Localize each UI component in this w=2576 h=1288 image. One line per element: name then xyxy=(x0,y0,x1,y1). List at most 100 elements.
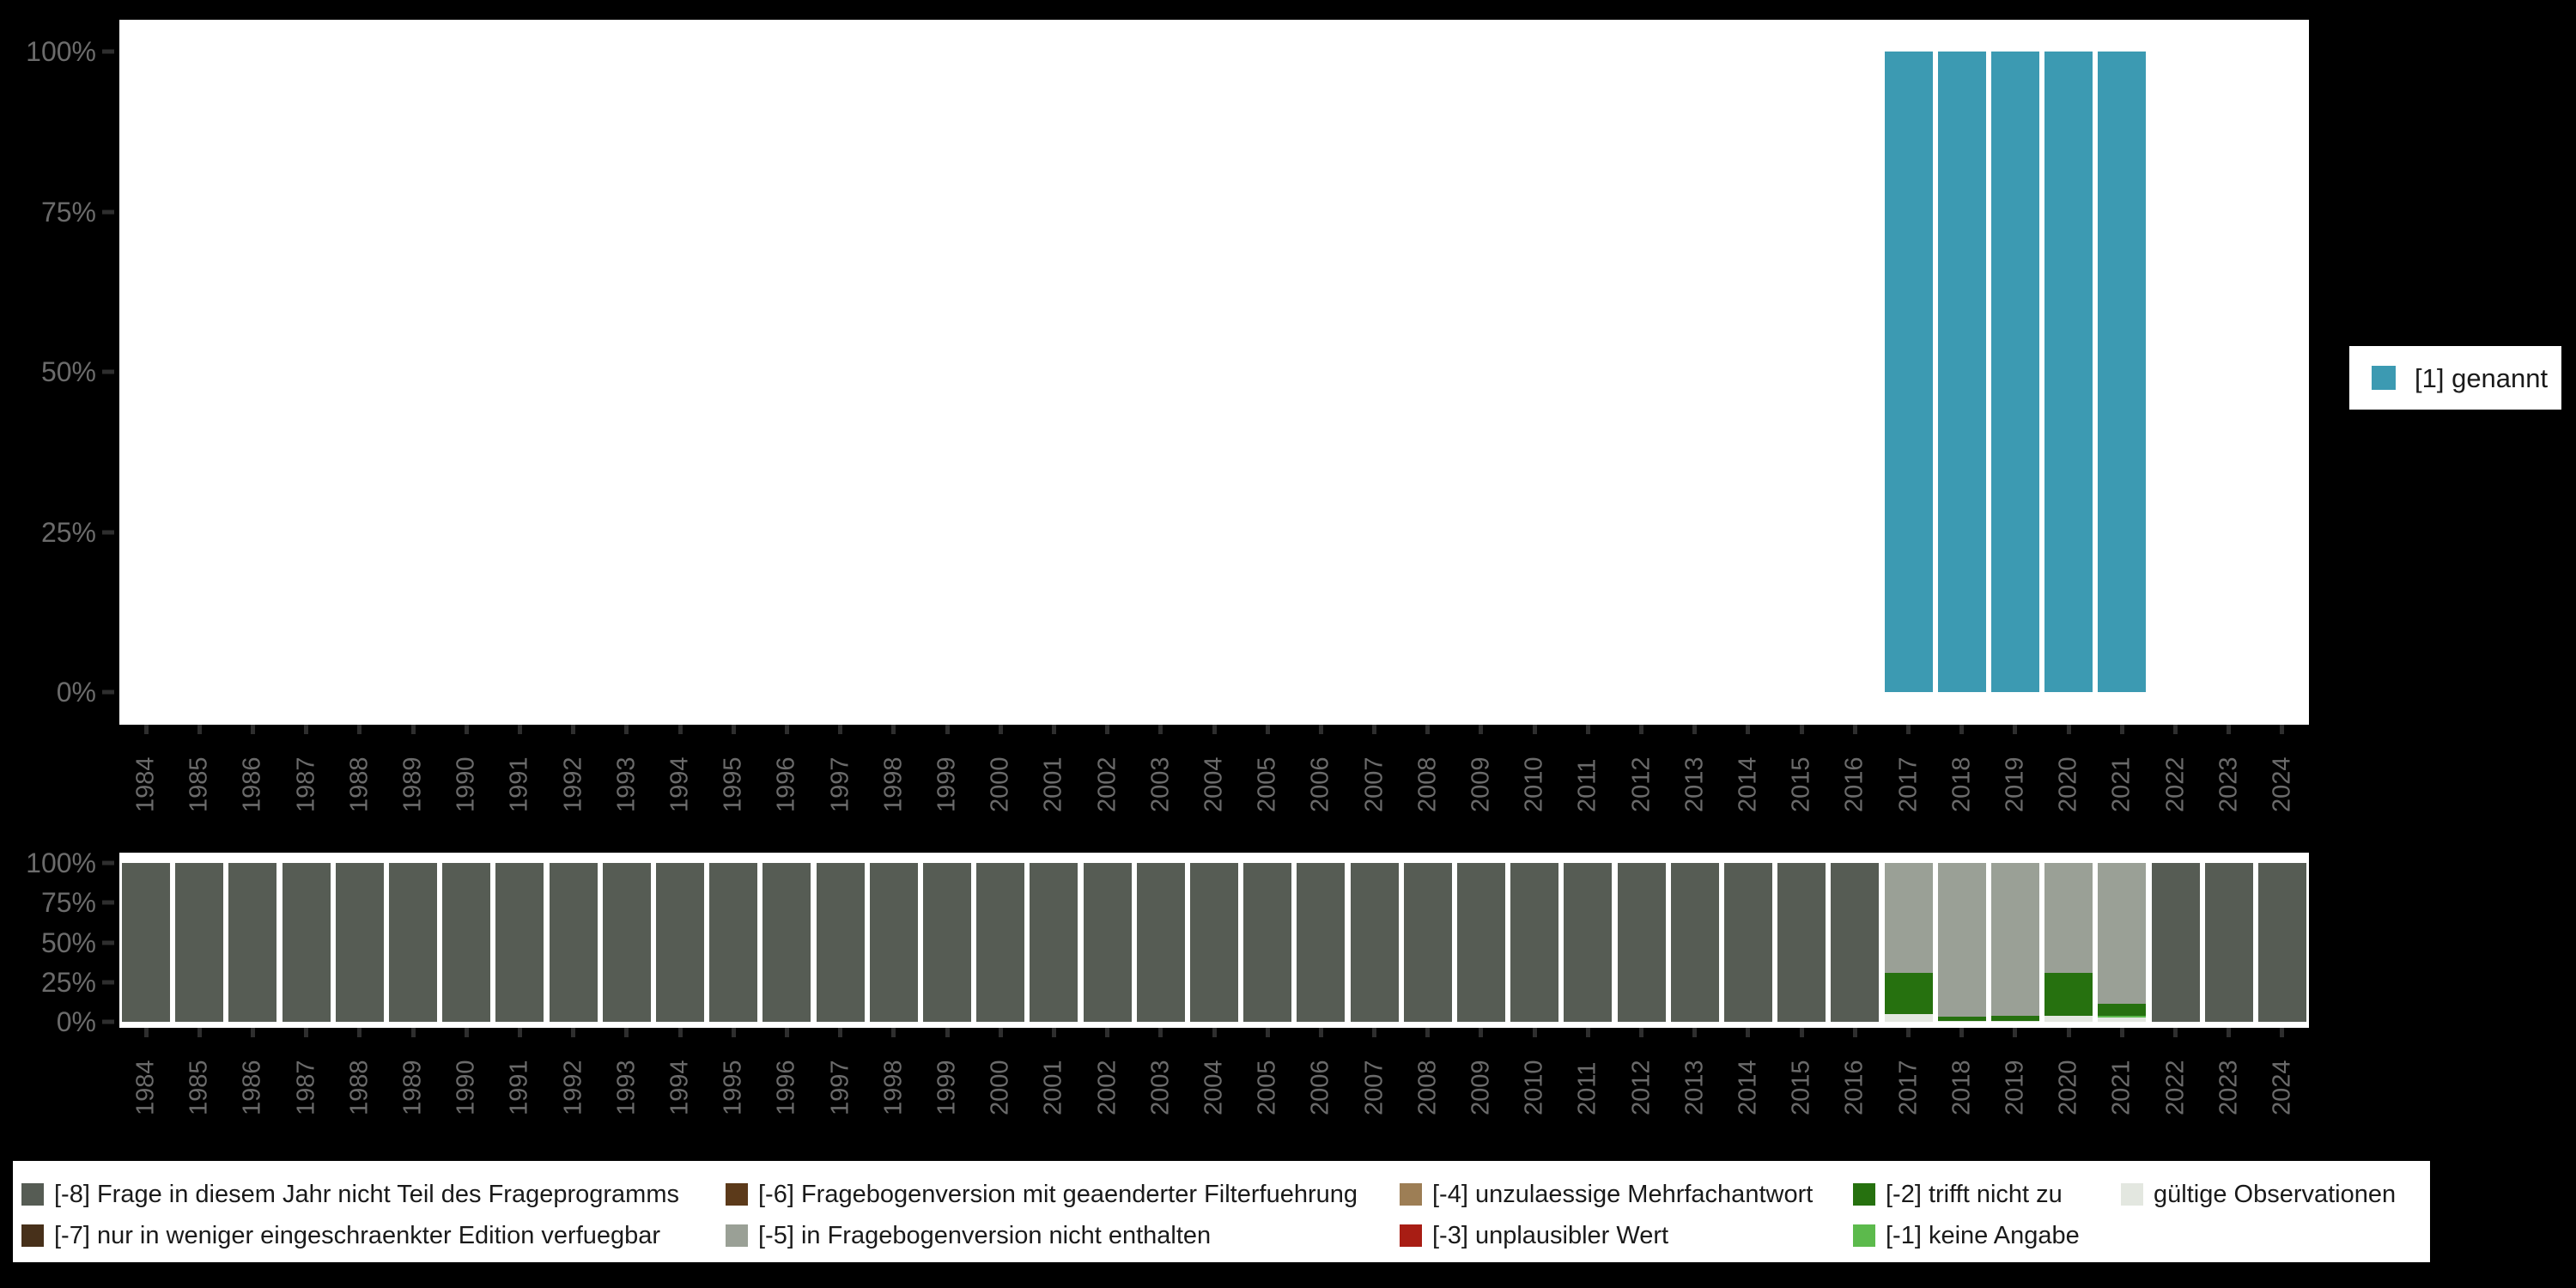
bar-2004[interactable] xyxy=(1190,52,1238,692)
bar-2009[interactable] xyxy=(1456,863,1505,1022)
bar-1990[interactable] xyxy=(442,52,490,692)
bar-1987[interactable] xyxy=(283,52,331,692)
bar-2018[interactable] xyxy=(1937,52,1986,692)
legend-item[interactable]: [-1] keine Angabe xyxy=(1853,1223,2080,1249)
bar-2007[interactable] xyxy=(1351,52,1399,692)
bar-2012[interactable] xyxy=(1617,863,1666,1022)
bar-1993[interactable] xyxy=(602,863,651,1022)
bar-2021[interactable] xyxy=(2098,863,2147,1022)
bar-1985[interactable] xyxy=(175,52,223,692)
bar-2012[interactable] xyxy=(1618,52,1666,692)
legend-item[interactable]: [-6] Fragebogenversion mit geaenderter F… xyxy=(726,1182,1358,1207)
legend-item[interactable]: [-3] unplausibler Wert xyxy=(1400,1223,1668,1249)
bar-2006[interactable] xyxy=(1297,863,1346,1022)
bar-2013[interactable] xyxy=(1670,863,1719,1022)
bar-1987[interactable] xyxy=(282,863,331,1022)
x-axis-year-label: 2005 xyxy=(1253,756,1281,812)
bar-1989[interactable] xyxy=(389,863,438,1022)
bar-1992[interactable] xyxy=(550,52,598,692)
bar-2019[interactable] xyxy=(1990,52,2039,692)
bar-2018[interactable] xyxy=(1937,863,1986,1022)
bar-1993[interactable] xyxy=(603,52,651,692)
bar-1997[interactable] xyxy=(817,52,865,692)
legend-item[interactable]: [-2] trifft nicht zu xyxy=(1853,1182,2063,1207)
bar-1996[interactable] xyxy=(762,863,811,1022)
legend-item[interactable]: [-7] nur in weniger eingeschraenkter Edi… xyxy=(21,1223,660,1249)
bar-2010[interactable] xyxy=(1510,52,1558,692)
legend-item[interactable]: [-4] unzulaessige Mehrfachantwort xyxy=(1400,1182,1813,1207)
bar-1990[interactable] xyxy=(442,863,491,1022)
bar-1988[interactable] xyxy=(336,52,384,692)
x-tick-mark xyxy=(304,725,309,734)
bar-2011[interactable] xyxy=(1564,52,1612,692)
bar-1996[interactable] xyxy=(762,52,811,692)
bar-2022[interactable] xyxy=(2151,863,2200,1022)
bar-2008[interactable] xyxy=(1404,52,1452,692)
bar-1999[interactable] xyxy=(923,863,972,1022)
bar-2014[interactable] xyxy=(1723,863,1772,1022)
legend-item-genannt[interactable]: [1] genannt xyxy=(2372,363,2548,392)
legend-item[interactable]: gültige Observationen xyxy=(2121,1182,2396,1207)
bar-2004[interactable] xyxy=(1190,863,1238,1022)
bar-2006[interactable] xyxy=(1297,52,1345,692)
bar-segment xyxy=(1937,1016,1986,1022)
bar-2005[interactable] xyxy=(1243,863,1292,1022)
bar-2007[interactable] xyxy=(1350,863,1399,1022)
legend-swatch xyxy=(726,1183,748,1206)
bar-2015[interactable] xyxy=(1777,52,1826,692)
bar-1991[interactable] xyxy=(495,863,544,1022)
bar-2002[interactable] xyxy=(1084,52,1132,692)
legend-item[interactable]: [-5] in Fragebogenversion nicht enthalte… xyxy=(726,1223,1211,1249)
bar-1998[interactable] xyxy=(870,52,918,692)
bar-1986[interactable] xyxy=(228,52,276,692)
bar-1992[interactable] xyxy=(549,863,598,1022)
bar-2015[interactable] xyxy=(1777,863,1826,1022)
bar-2001[interactable] xyxy=(1030,52,1078,692)
bar-2024[interactable] xyxy=(2258,52,2306,692)
x-tick-mark xyxy=(2119,725,2124,734)
bar-1994[interactable] xyxy=(656,52,704,692)
bar-2020[interactable] xyxy=(2044,863,2093,1022)
bar-2000[interactable] xyxy=(976,863,1025,1022)
bar-1989[interactable] xyxy=(389,52,437,692)
bar-1985[interactable] xyxy=(175,863,224,1022)
bar-2022[interactable] xyxy=(2152,52,2200,692)
bar-2019[interactable] xyxy=(1990,863,2039,1022)
bar-2016[interactable] xyxy=(1831,863,1880,1022)
bar-2003[interactable] xyxy=(1137,52,1185,692)
bar-1988[interactable] xyxy=(335,863,384,1022)
bar-2010[interactable] xyxy=(1510,863,1559,1022)
bar-2002[interactable] xyxy=(1083,863,1132,1022)
bar-1997[interactable] xyxy=(816,863,865,1022)
bar-2016[interactable] xyxy=(1831,52,1879,692)
bar-2014[interactable] xyxy=(1724,52,1772,692)
bar-1994[interactable] xyxy=(656,863,705,1022)
x-axis-year-label: 1992 xyxy=(559,1060,587,1115)
bar-2008[interactable] xyxy=(1403,863,1452,1022)
bar-2021[interactable] xyxy=(2098,52,2147,692)
bar-2003[interactable] xyxy=(1136,863,1185,1022)
bar-1984[interactable] xyxy=(122,863,171,1022)
bar-1991[interactable] xyxy=(495,52,544,692)
x-axis-year-label: 1985 xyxy=(185,756,213,812)
bar-2000[interactable] xyxy=(976,52,1024,692)
bar-1999[interactable] xyxy=(923,52,971,692)
bar-2013[interactable] xyxy=(1671,52,1719,692)
bar-2023[interactable] xyxy=(2204,863,2253,1022)
bar-1995[interactable] xyxy=(709,863,758,1022)
bar-2020[interactable] xyxy=(2044,52,2093,692)
legend-item[interactable]: [-8] Frage in diesem Jahr nicht Teil des… xyxy=(21,1182,679,1207)
bar-segment xyxy=(762,863,811,1022)
bar-2024[interactable] xyxy=(2257,863,2306,1022)
bar-2017[interactable] xyxy=(1884,863,1933,1022)
bar-2001[interactable] xyxy=(1030,863,1078,1022)
bar-1984[interactable] xyxy=(122,52,170,692)
bar-1995[interactable] xyxy=(709,52,757,692)
bar-1986[interactable] xyxy=(228,863,277,1022)
bar-2005[interactable] xyxy=(1243,52,1291,692)
bar-2011[interactable] xyxy=(1564,863,1613,1022)
bar-2017[interactable] xyxy=(1884,52,1933,692)
bar-1998[interactable] xyxy=(869,863,918,1022)
bar-2023[interactable] xyxy=(2205,52,2253,692)
bar-2009[interactable] xyxy=(1457,52,1505,692)
